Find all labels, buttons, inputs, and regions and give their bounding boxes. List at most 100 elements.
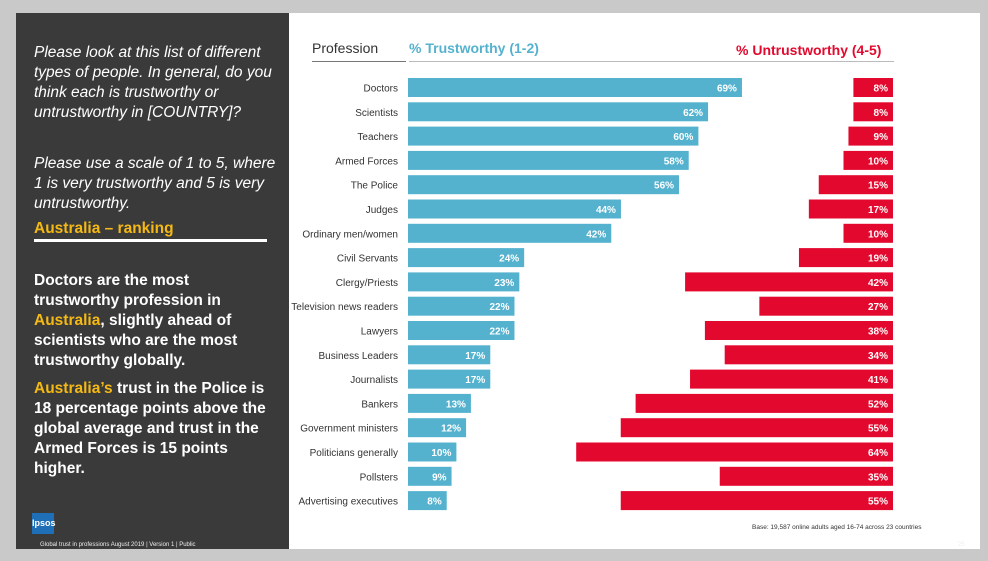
untrust-value-label: 8% (874, 84, 889, 95)
untrust-value-label: 41% (868, 375, 888, 386)
untrust-bar (843, 223, 893, 243)
footer-text: Global trust in professions August 2019 … (40, 542, 196, 548)
summary1-part-a: Doctors are the most trustworthy profess… (34, 272, 221, 309)
untrust-value-label: 19% (868, 254, 888, 265)
untrust-value-label: 64% (868, 448, 888, 459)
category-label: Bankers (361, 399, 398, 410)
trust-bar (408, 296, 515, 316)
untrust-value-label: 35% (868, 472, 888, 483)
untrust-bar (798, 248, 893, 268)
untrust-value-label: 17% (868, 205, 888, 216)
untrust-bar (818, 175, 893, 195)
trust-value-label: 58% (664, 156, 684, 167)
trust-bar (408, 272, 520, 292)
trust-bar (408, 102, 709, 122)
trust-value-label: 60% (673, 132, 693, 143)
untrust-value-label: 55% (868, 497, 888, 508)
category-label: Scientists (355, 108, 398, 119)
trust-value-label: 9% (432, 472, 447, 483)
category-label: Pollsters (360, 472, 398, 483)
category-label: Lawyers (361, 327, 398, 338)
untrust-value-label: 8% (874, 108, 889, 119)
trust-bar (408, 491, 447, 511)
summary1-highlight: Australia (34, 312, 101, 329)
trust-value-label: 62% (683, 108, 703, 119)
trust-value-label: 69% (717, 84, 737, 95)
scale-instruction: Please use a scale of 1 to 5, where 1 is… (34, 155, 276, 212)
trust-value-label: 44% (596, 205, 616, 216)
untrust-bar (719, 466, 893, 486)
trust-bar (408, 175, 680, 195)
untrust-value-label: 15% (868, 181, 888, 192)
summary1-part-b: , slightly ahead of scientists who are t… (34, 312, 238, 369)
trust-bar (408, 223, 612, 243)
series-header-underline (409, 61, 894, 62)
trust-value-label: 22% (489, 327, 509, 338)
untrust-value-label: 27% (868, 302, 888, 313)
untrust-value-label: 10% (868, 229, 888, 240)
untrust-bar (704, 321, 893, 340)
category-label: Armed Forces (335, 156, 398, 167)
trust-value-label: 23% (494, 278, 514, 289)
base-note: Base: 19,587 online adults aged 16-74 ac… (752, 524, 922, 531)
category-label: Business Leaders (319, 351, 399, 362)
untrust-bar (685, 272, 893, 292)
summary-police: Australia’s trust in the Police is 18 pe… (34, 379, 274, 479)
trust-value-label: 24% (499, 254, 519, 265)
category-label: Clergy/Priests (336, 278, 398, 289)
question-text: Please look at this list of different ty… (34, 44, 272, 121)
untrust-bar (620, 418, 893, 438)
trust-bar (408, 150, 689, 170)
untrust-bar (853, 102, 893, 122)
untrust-value-label: 52% (868, 399, 888, 410)
summary2-part-b: trust in the Police is 18 percentage poi… (34, 380, 266, 477)
category-label: Ordinary men/women (302, 229, 398, 240)
untrust-value-label: 9% (874, 132, 889, 143)
trust-value-label: 56% (654, 181, 674, 192)
untrust-bar (635, 393, 893, 413)
untrust-value-label: 38% (868, 327, 888, 338)
trust-bar (408, 78, 742, 97)
trust-bar (408, 199, 621, 219)
left-panel: Please look at this list of different ty… (16, 13, 289, 549)
category-label: Doctors (364, 84, 398, 95)
untrust-bar (843, 150, 893, 170)
trust-value-label: 13% (446, 399, 466, 410)
trust-value-label: 22% (489, 302, 509, 313)
untrustworthy-header: % Untrustworthy (4-5) (736, 42, 882, 58)
summary2-highlight: Australia’s (34, 380, 113, 397)
untrust-value-label: 55% (868, 424, 888, 435)
category-label: Journalists (350, 375, 398, 386)
category-label: The Police (351, 181, 399, 192)
untrust-bar (620, 491, 893, 511)
trust-bar (408, 466, 452, 486)
trustworthy-header: % Trustworthy (1-2) (409, 40, 539, 56)
trust-bar (408, 369, 491, 389)
trust-value-label: 12% (441, 424, 461, 435)
trust-bar (408, 126, 699, 146)
profession-header: Profession (312, 40, 379, 56)
ranking-underline (34, 239, 267, 242)
untrust-bar (576, 442, 893, 462)
category-label: Government ministers (300, 424, 398, 435)
trust-value-label: 17% (465, 351, 485, 362)
page-number: 25 (958, 542, 965, 548)
category-label: Television news readers (291, 302, 398, 313)
untrust-bar (724, 345, 893, 365)
trust-bar (408, 393, 471, 413)
summary-doctors: Doctors are the most trustworthy profess… (34, 271, 274, 371)
untrust-bar (690, 369, 893, 389)
trust-bar (408, 345, 491, 365)
trust-bar (408, 321, 515, 340)
trust-bar (408, 442, 457, 462)
trust-value-label: 8% (427, 497, 442, 508)
ranking-title: Australia – ranking (34, 220, 174, 237)
category-label: Advertising executives (299, 497, 399, 508)
untrust-value-label: 10% (868, 156, 888, 167)
trust-value-label: 17% (465, 375, 485, 386)
category-label: Judges (366, 205, 398, 216)
category-label: Teachers (357, 132, 398, 143)
untrust-bar (853, 78, 893, 97)
category-label: Politicians generally (310, 448, 398, 459)
